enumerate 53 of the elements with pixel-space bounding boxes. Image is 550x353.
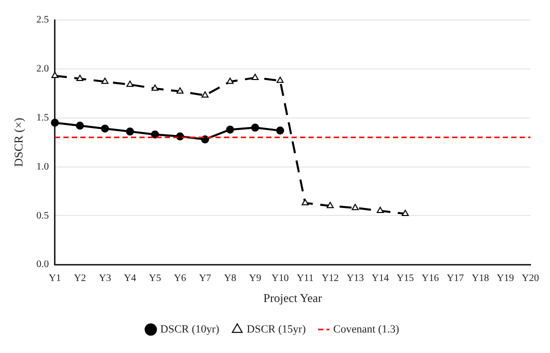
y-tick-label: 2.0	[36, 64, 49, 75]
legend-label: DSCR (15yr)	[246, 323, 306, 336]
point	[276, 126, 284, 135]
x-tick-label: Y2	[74, 273, 86, 284]
point	[302, 198, 309, 206]
y-axis-title: DSCR (×)	[11, 118, 26, 167]
legend-label: DSCR (10yr)	[160, 323, 220, 336]
x-tick-label: Y4	[124, 273, 136, 284]
point	[101, 78, 108, 84]
x-tick-label: Y7	[198, 273, 212, 284]
x-tick-label: Y11	[296, 273, 314, 284]
x-tick-label: Y14	[372, 273, 389, 284]
x-tick-label: Y19	[496, 273, 514, 284]
x-axis-title: Project Year	[263, 290, 322, 305]
x-tick-label: Y5	[148, 273, 162, 284]
point	[76, 74, 84, 81]
y-tick-label: 1.0	[36, 161, 49, 172]
y-tick-label: 0.5	[36, 210, 49, 222]
x-tick-label: Y6	[174, 273, 186, 284]
x-tick-label: Y9	[248, 273, 262, 284]
x-tick-label: Y15	[396, 273, 414, 284]
x-tick-label: Y1	[48, 273, 62, 284]
point	[326, 202, 334, 208]
y-tick-label: 2.5	[36, 14, 49, 26]
point	[276, 76, 284, 83]
point	[151, 84, 159, 91]
legend-label: Covenant (1.3)	[333, 323, 400, 336]
point	[50, 118, 59, 127]
point	[226, 126, 234, 134]
point	[76, 122, 84, 130]
x-tick-label: Y18	[472, 273, 489, 284]
x-tick-label: Y17	[446, 273, 464, 284]
x-tick-label: Y10	[272, 273, 289, 284]
x-tick-label: Y16	[422, 273, 439, 284]
point	[226, 78, 234, 84]
y-tick-label: 1.5	[36, 112, 49, 124]
x-tick-label: Y20	[522, 273, 540, 284]
x-tick-label: Y3	[98, 273, 112, 284]
point	[100, 124, 109, 133]
point	[402, 210, 409, 216]
point	[352, 204, 359, 210]
point	[126, 128, 134, 136]
point	[151, 130, 160, 138]
x-tick-label: Y8	[224, 273, 236, 284]
point	[202, 91, 209, 98]
y-tick-label: 0.0	[36, 259, 49, 270]
x-tick-label: Y12	[322, 273, 339, 284]
point	[251, 124, 260, 132]
x-tick-label: Y13	[346, 273, 364, 284]
point	[252, 74, 259, 80]
point	[376, 206, 384, 214]
point	[126, 80, 134, 87]
point	[176, 87, 184, 94]
